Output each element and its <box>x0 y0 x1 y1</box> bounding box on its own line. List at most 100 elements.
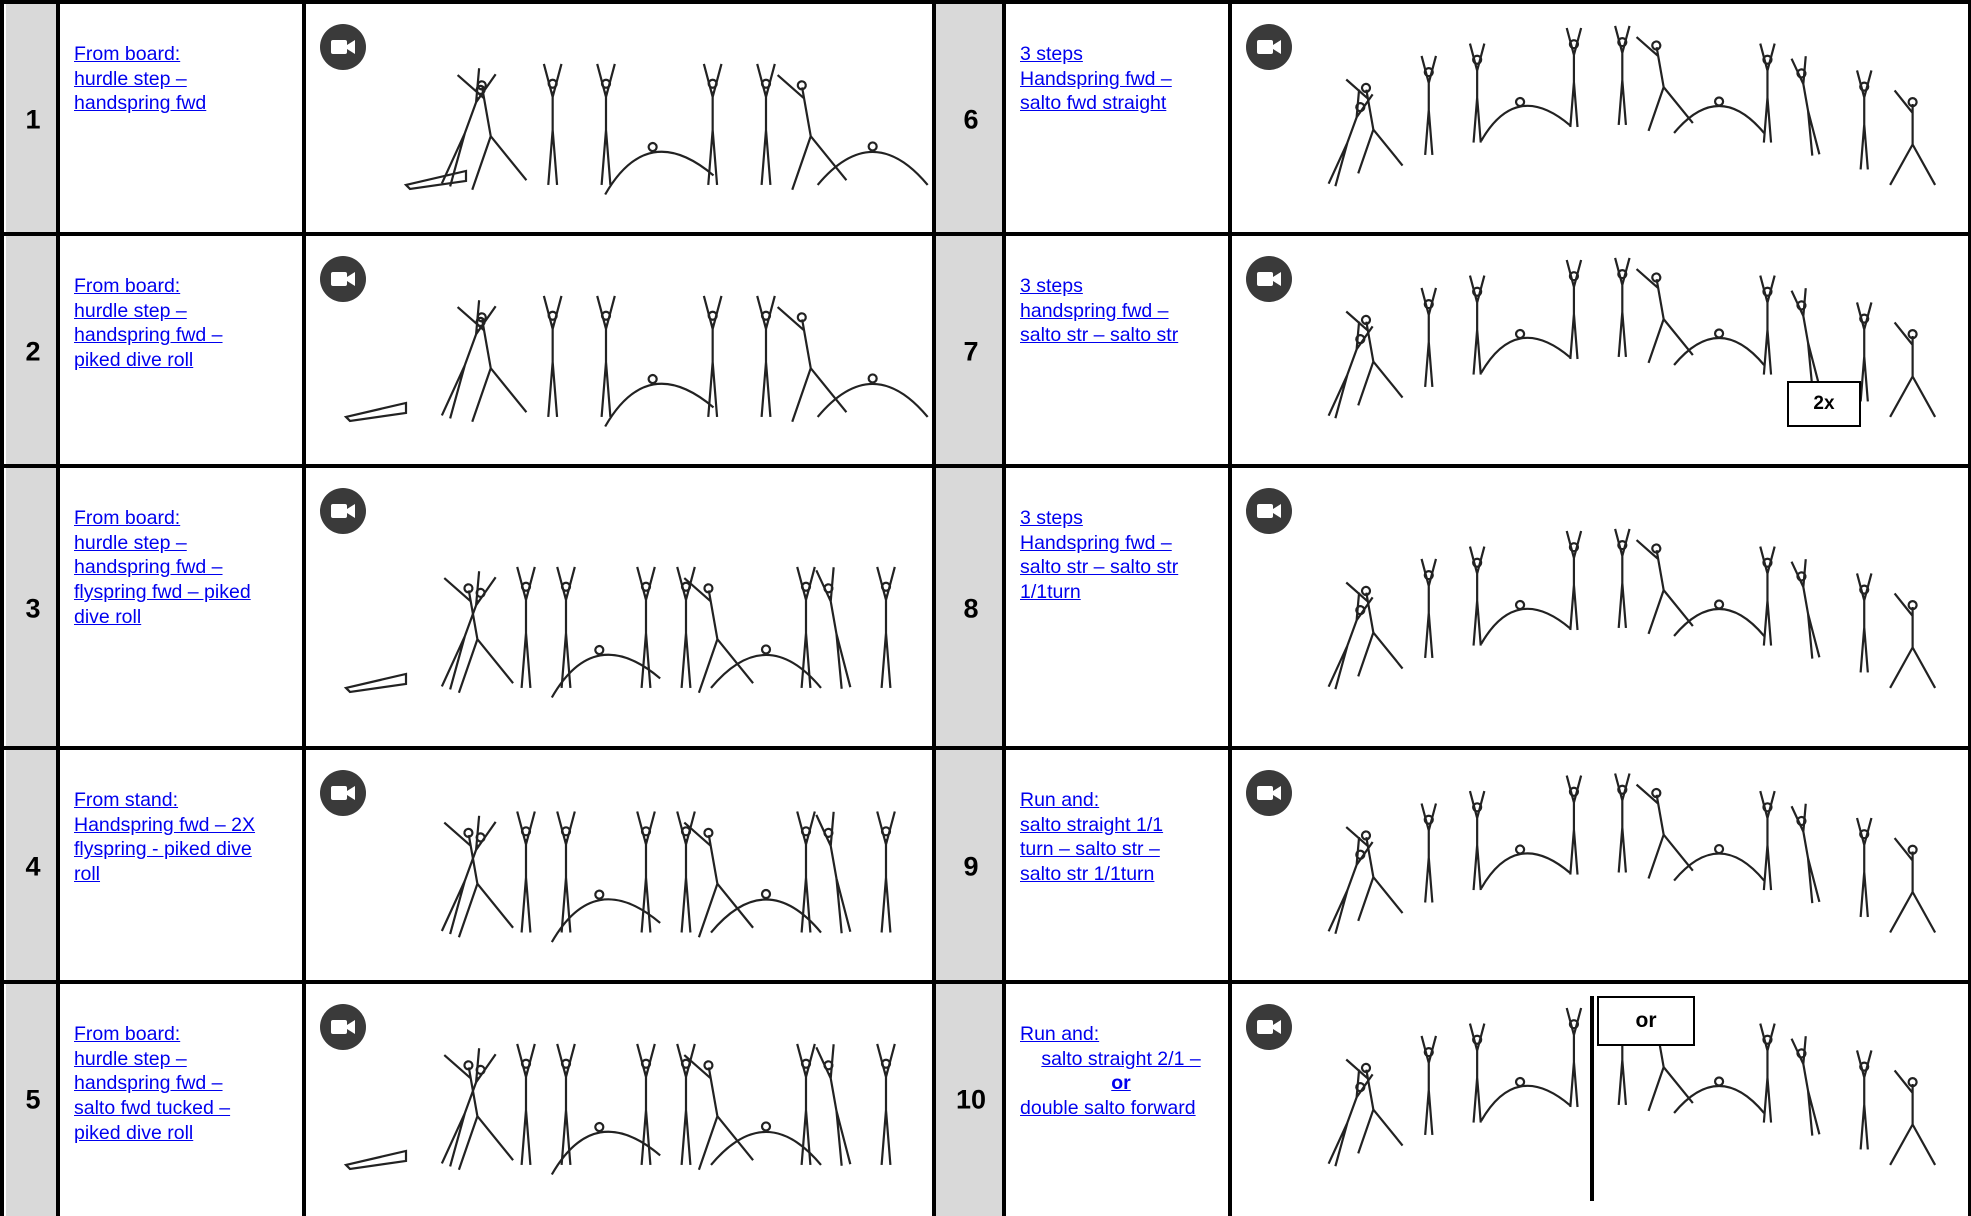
gymnast-figure <box>1790 559 1821 659</box>
skill-sequence-drawing <box>1327 25 1937 187</box>
description-link[interactable]: salto straight 2/1 – <box>1041 1047 1201 1070</box>
gymnast-figure <box>1468 275 1486 375</box>
gymnast-figure <box>1614 773 1631 873</box>
description-link[interactable]: hurdle step – <box>74 299 187 322</box>
grid-line <box>0 0 1971 4</box>
description-link[interactable]: handspring fwd – <box>74 1072 223 1095</box>
exercise-image-cell <box>306 4 936 236</box>
gymnast-figure <box>443 1054 514 1171</box>
gymnast-figure <box>1480 96 1571 142</box>
video-camera-icon[interactable] <box>320 24 366 70</box>
description-link[interactable]: From stand: <box>74 789 179 811</box>
gymnast-figure <box>1420 1035 1438 1136</box>
description-link[interactable]: hurdle step – <box>74 67 187 90</box>
exercise-description-cell: From stand: Handspring fwd – 2X flyspring … <box>60 750 306 984</box>
gymnast-figure <box>1855 302 1873 402</box>
gymnast-figure <box>1889 592 1937 689</box>
description-link[interactable]: piked dive roll <box>74 349 194 372</box>
gymnast-figure <box>1327 1069 1374 1167</box>
description-link[interactable]: Handspring fwd – <box>1020 531 1172 554</box>
description-link[interactable]: salto str – salto str <box>1020 556 1179 579</box>
exercise-description: From board: hurdle step – handspring fwd <box>74 42 296 116</box>
description-link[interactable]: From board: <box>74 275 181 297</box>
video-camera-icon[interactable] <box>1246 1004 1292 1050</box>
description-link[interactable]: From board: <box>74 507 181 529</box>
gymnast-figure <box>816 373 929 418</box>
description-link[interactable]: roll <box>74 863 101 886</box>
description-link[interactable]: handspring fwd <box>74 92 207 115</box>
gymnast-figure <box>516 1043 536 1166</box>
gymnast-figure <box>1673 328 1765 366</box>
description-link[interactable]: salto fwd straight <box>1020 92 1167 115</box>
video-camera-icon[interactable] <box>1246 24 1292 70</box>
description-link[interactable]: From board: <box>74 43 181 65</box>
gymnast-figure <box>1614 257 1631 358</box>
description-link[interactable]: 1/1turn <box>1020 581 1081 604</box>
video-camera-icon[interactable] <box>1246 488 1292 534</box>
exercise-description: From board: hurdle step – handspring fwd –… <box>74 1022 296 1146</box>
description-link[interactable]: Handspring fwd – <box>1020 67 1172 90</box>
gymnast-figure <box>636 566 656 689</box>
gymnast-figure <box>636 1043 656 1166</box>
skill-sequence-drawing <box>343 1043 896 1176</box>
video-camera-icon[interactable] <box>1246 256 1292 302</box>
exercise-number-cell: 7 <box>936 236 1006 468</box>
description-link[interactable]: hurdle step – <box>74 531 187 554</box>
exercise-description: Run and: salto straight 1/1 turn – salto s… <box>1020 788 1222 887</box>
exercise-description: 3 steps Handspring fwd – salto fwd straigh… <box>1020 42 1222 116</box>
description-link[interactable]: dive roll <box>74 605 142 628</box>
description-link[interactable]: salto straight 1/1 <box>1020 813 1164 836</box>
exercise-number: 1 <box>25 104 41 135</box>
exercise-row: 5 From board: hurdle step – handspring fwd … <box>0 984 1971 1216</box>
description-link[interactable]: From board: <box>74 1023 181 1045</box>
video-camera-icon[interactable] <box>320 488 366 534</box>
description-link[interactable]: flyspring fwd – piked <box>74 581 251 604</box>
gymnast-figure <box>815 567 852 689</box>
video-camera-icon[interactable] <box>320 256 366 302</box>
description-link[interactable]: salto fwd tucked – <box>74 1097 231 1120</box>
exercise-number-cell: 9 <box>936 750 1006 984</box>
video-camera-icon[interactable] <box>1246 770 1292 816</box>
gymnast-figure <box>1480 599 1571 645</box>
description-link[interactable]: hurdle step – <box>74 1047 187 1070</box>
description-link[interactable]: turn – salto str – <box>1020 838 1160 861</box>
gymnast-figure <box>1420 55 1438 156</box>
gymnast-figure <box>1889 1069 1937 1166</box>
exercise-description-cell: 3 steps Handspring fwd – salto str – salto… <box>1006 468 1232 750</box>
gymnast-figure <box>876 1043 896 1166</box>
exercise-description: From board: hurdle step – handspring fwd –… <box>74 506 296 630</box>
description-link[interactable]: piked dive roll <box>74 1121 194 1144</box>
description-link[interactable]: double salto forward <box>1020 1097 1196 1120</box>
description-link[interactable]: or <box>1111 1072 1131 1095</box>
gymnast-figure <box>440 1048 497 1167</box>
gymnast-figure <box>756 63 776 186</box>
gymnast-figure <box>1759 43 1776 143</box>
gymnast-figure <box>1759 275 1776 375</box>
description-link[interactable]: Run and: <box>1020 1023 1100 1045</box>
gymnast-figure <box>443 577 514 694</box>
exercise-description-cell: 3 steps handspring fwd – salto str – salto… <box>1006 236 1232 468</box>
gymnast-figure <box>1790 288 1821 388</box>
description-link[interactable]: 3 steps <box>1020 43 1083 65</box>
video-camera-icon[interactable] <box>320 1004 366 1050</box>
description-link[interactable]: Handspring fwd – 2X <box>74 813 256 836</box>
description-link[interactable]: salto str – salto str <box>1020 324 1179 347</box>
description-link[interactable]: handspring fwd – <box>1020 299 1169 322</box>
description-link[interactable]: 3 steps <box>1020 275 1083 297</box>
exercise-number-cell: 10 <box>936 984 1006 1216</box>
gymnast-figure <box>542 63 563 186</box>
gymnast-figure <box>1480 328 1571 374</box>
description-link[interactable]: flyspring - piked dive <box>74 838 252 861</box>
description-link[interactable]: handspring fwd – <box>74 324 223 347</box>
description-link[interactable]: Run and: <box>1020 789 1100 811</box>
skill-sequence-drawing <box>1327 257 1937 419</box>
gymnast-figure <box>1889 89 1937 186</box>
grid-line <box>1228 0 1232 1216</box>
exercise-number: 3 <box>25 593 41 624</box>
description-link[interactable]: 3 steps <box>1020 507 1083 529</box>
video-camera-icon[interactable] <box>320 770 366 816</box>
gymnast-figure <box>1635 36 1694 132</box>
gymnast-figure <box>1759 790 1776 891</box>
description-link[interactable]: salto str 1/1turn <box>1020 863 1155 886</box>
description-link[interactable]: handspring fwd – <box>74 556 223 579</box>
